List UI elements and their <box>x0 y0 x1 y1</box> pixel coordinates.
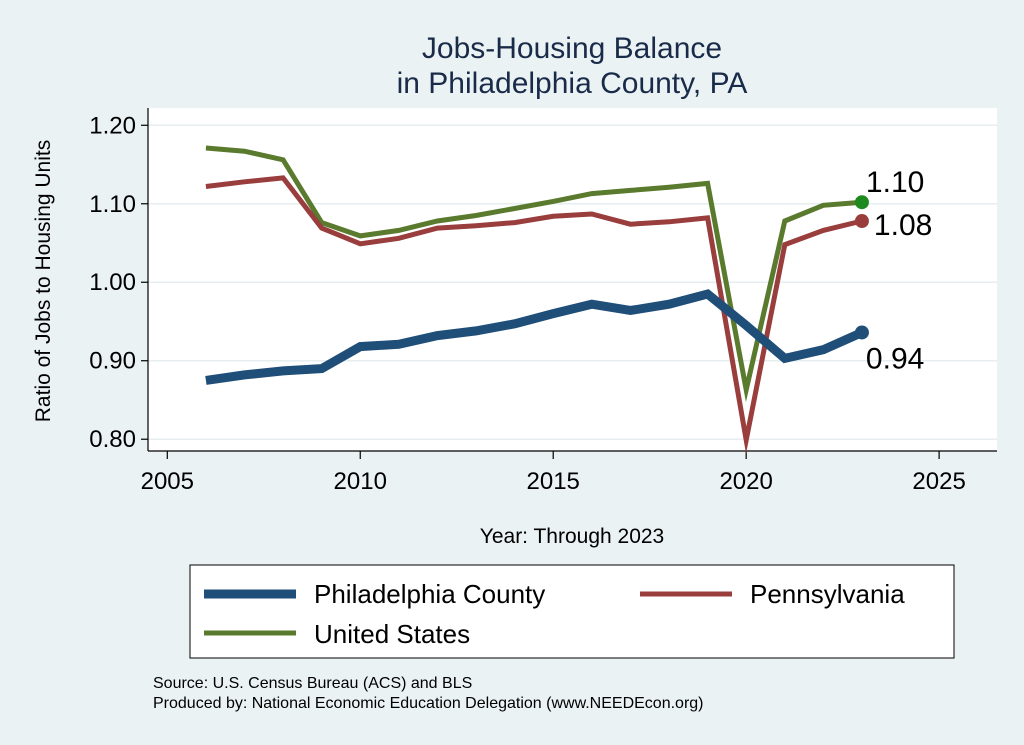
y-tick-label: 0.80 <box>89 426 136 453</box>
chart-title-line-2: in Philadelphia County, PA <box>397 67 748 100</box>
end-marker-philadelphia-county <box>854 325 869 340</box>
legend-label-philadelphia-county: Philadelphia County <box>314 579 545 609</box>
end-marker-pennsylvania <box>854 214 869 229</box>
y-tick-label: 1.10 <box>89 191 136 218</box>
x-tick-label: 2005 <box>141 468 194 495</box>
end-label-united-states: 1.10 <box>866 166 924 199</box>
source-note: Source: U.S. Census Bureau (ACS) and BLS <box>153 675 472 692</box>
producer-note: Produced by: National Economic Education… <box>153 695 704 712</box>
chart-title-line-1: Jobs-Housing Balance <box>422 32 722 65</box>
y-axis-title: Ratio of Jobs to Housing Units <box>32 140 55 422</box>
series-line-philadelphia-county <box>205 289 864 385</box>
ticks: 0.80 0.90 1.00 1.10 1.20 2005 2010 2015 2020 2025 <box>89 112 966 495</box>
legend: Philadelphia County Pennsylvania United … <box>189 564 955 659</box>
grid <box>148 124 997 440</box>
y-tick-label: 1.20 <box>89 112 136 139</box>
series-line-united-states <box>205 145 863 403</box>
y-tick-label: 1.00 <box>89 269 136 296</box>
x-tick-label: 2020 <box>719 468 772 495</box>
end-label-pennsylvania: 1.08 <box>874 209 932 242</box>
end-labels: 0.94 1.08 1.10 <box>866 166 932 375</box>
plot-area <box>148 108 997 451</box>
legend-box <box>189 564 955 659</box>
series <box>205 145 869 454</box>
series-line-pennsylvania <box>205 175 863 454</box>
axes <box>147 108 997 452</box>
legend-label-united-states: United States <box>314 619 470 649</box>
x-tick-label: 2025 <box>912 468 965 495</box>
x-tick-label: 2010 <box>334 468 387 495</box>
end-label-philadelphia-county: 0.94 <box>866 342 924 375</box>
y-tick-label: 0.90 <box>89 348 136 375</box>
end-marker-united-states <box>854 195 869 210</box>
x-tick-label: 2015 <box>527 468 580 495</box>
x-axis-title: Year: Through 2023 <box>480 525 665 548</box>
legend-label-pennsylvania: Pennsylvania <box>750 579 905 609</box>
